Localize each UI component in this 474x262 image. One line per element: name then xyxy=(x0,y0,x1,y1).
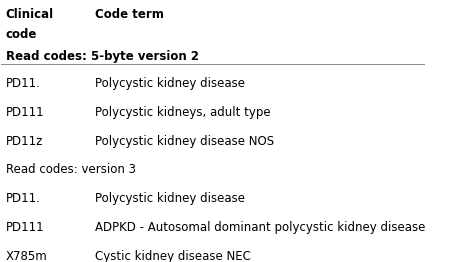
Text: PD111: PD111 xyxy=(6,106,44,119)
Text: Polycystic kidney disease: Polycystic kidney disease xyxy=(95,77,246,90)
Text: ADPKD - Autosomal dominant polycystic kidney disease: ADPKD - Autosomal dominant polycystic ki… xyxy=(95,221,426,234)
Text: Clinical: Clinical xyxy=(6,8,54,21)
Text: Polycystic kidney disease: Polycystic kidney disease xyxy=(95,192,246,205)
Text: Polycystic kidneys, adult type: Polycystic kidneys, adult type xyxy=(95,106,271,119)
Text: PD11.: PD11. xyxy=(6,192,41,205)
Text: code: code xyxy=(6,28,37,41)
Text: Polycystic kidney disease NOS: Polycystic kidney disease NOS xyxy=(95,135,274,148)
Text: Read codes: version 3: Read codes: version 3 xyxy=(6,163,136,177)
Text: X785m: X785m xyxy=(6,250,47,262)
Text: Read codes: 5-byte version 2: Read codes: 5-byte version 2 xyxy=(6,50,199,63)
Text: Cystic kidney disease NEC: Cystic kidney disease NEC xyxy=(95,250,251,262)
Text: PD11.: PD11. xyxy=(6,77,41,90)
Text: PD11z: PD11z xyxy=(6,135,43,148)
Text: Code term: Code term xyxy=(95,8,164,21)
Text: PD111: PD111 xyxy=(6,221,44,234)
